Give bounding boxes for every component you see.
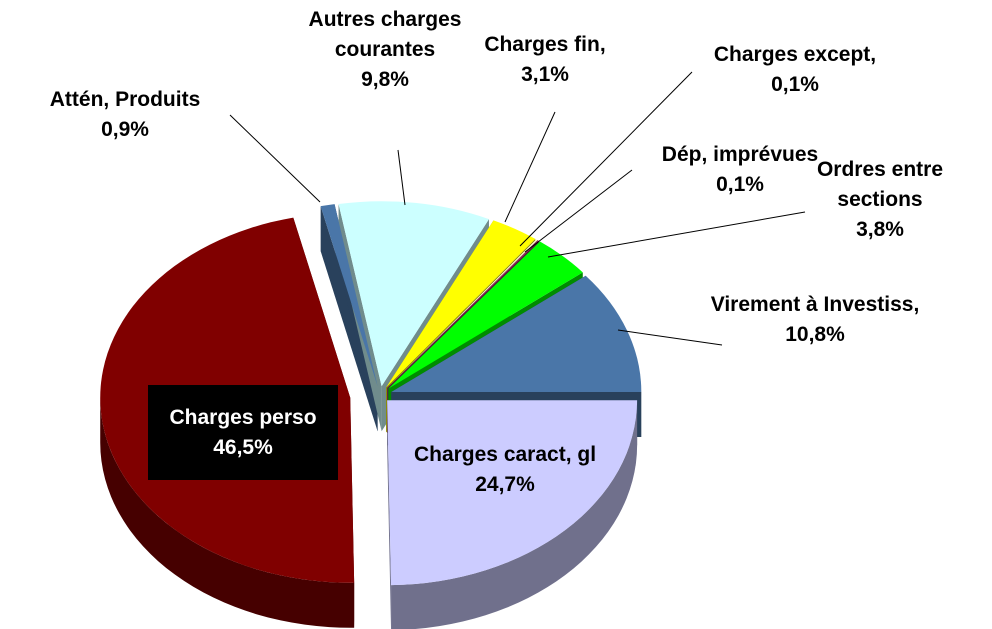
slice-label: Charges except, 0,1%: [680, 40, 910, 100]
slice-label: Charges fin, 3,1%: [460, 30, 630, 90]
slice-label: Charges perso 46,5%: [148, 385, 338, 480]
slice-label: Attén, Produits 0,9%: [10, 85, 240, 145]
slice-label: Autres charges courantes 9,8%: [285, 5, 485, 95]
slice-label: Ordres entre sections 3,8%: [790, 155, 970, 245]
category-label: Dép, imprévues: [661, 143, 819, 166]
value-label: 3,1%: [521, 63, 569, 86]
label-box: Charges except, 0,1%: [680, 40, 910, 100]
value-label: 46,5%: [213, 435, 273, 459]
slice: [388, 241, 583, 389]
label-box: Ordres entre sections 3,8%: [790, 155, 970, 245]
slice-label: Virement à Investiss, 10,8%: [700, 290, 930, 350]
slice-wall: [320, 206, 378, 432]
slice-label: Dép, imprévues 0,1%: [620, 140, 860, 200]
leader-line: [524, 169, 633, 253]
category-label: Virement à Investiss,: [710, 293, 920, 316]
value-label: 10,8%: [785, 323, 845, 346]
label-box: Charges fin, 3,1%: [460, 30, 630, 90]
leader-line: [397, 149, 406, 206]
slice-label: Charges caract, gl 24,7%: [385, 440, 625, 500]
category-label: Autres charges courantes: [308, 8, 462, 61]
label-box: Dép, imprévues 0,1%: [620, 140, 860, 200]
slice: [386, 220, 536, 388]
value-label: 0,9%: [101, 118, 149, 141]
leader-line: [547, 211, 806, 258]
label-box: Attén, Produits 0,9%: [10, 85, 240, 145]
label-box: Autres charges courantes 9,8%: [285, 5, 485, 95]
slice-side: [391, 400, 638, 629]
label-box: Charges caract, gl 24,7%: [385, 440, 625, 500]
slice: [387, 240, 539, 388]
leader-line: [617, 329, 723, 346]
category-label: Attén, Produits: [49, 88, 201, 111]
category-label: Charges caract, gl: [413, 443, 597, 466]
leader-line: [519, 71, 693, 247]
slice-side: [100, 397, 355, 628]
leader-line: [504, 111, 556, 223]
category-label: Charges fin,: [484, 33, 606, 56]
slice: [338, 201, 489, 387]
category-label: Charges except,: [713, 43, 877, 66]
value-label: 0,1%: [716, 173, 764, 196]
value-label: 9,8%: [361, 68, 409, 91]
label-box: Virement à Investiss, 10,8%: [700, 290, 930, 350]
value-label: 0,1%: [771, 73, 819, 96]
category-label: Ordres entre sections: [816, 158, 944, 211]
slice: [387, 400, 638, 586]
label-box: Charges perso 46,5%: [148, 385, 338, 480]
slice: [387, 239, 538, 388]
slice: [391, 275, 642, 393]
slice-wall: [387, 400, 392, 629]
value-label: 24,7%: [475, 473, 535, 496]
value-label: 3,8%: [856, 218, 904, 241]
slice: [320, 204, 378, 387]
category-label: Charges perso: [169, 405, 317, 429]
leader-line: [229, 114, 321, 203]
